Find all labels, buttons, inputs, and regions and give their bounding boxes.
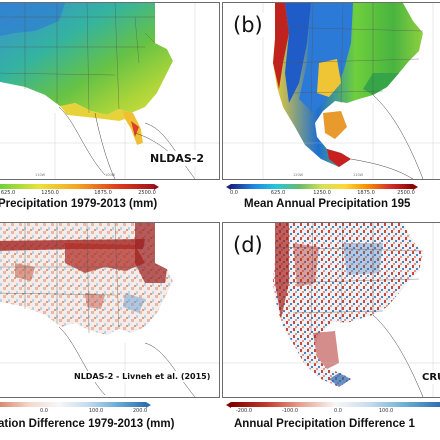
difference-map-c — [0, 223, 219, 397]
colorbar-c-tick: 200.0 — [132, 408, 148, 414]
colorbar-b-tick: 0.0 — [230, 190, 238, 196]
colorbar-d-tick: 100.0 — [378, 408, 394, 414]
colorbar-b-tick: 1875.0 — [357, 190, 375, 196]
caption-b: Mean Annual Precipitation 195 — [244, 198, 411, 210]
map-panel-b: (b) 120W 110W — [222, 2, 440, 180]
colorbar-a-tick: 1250.0 — [41, 190, 59, 196]
colorbar-d: -200.0 -100.0 0.0 100.0 — [226, 398, 440, 418]
colorbar-d-strip — [231, 402, 440, 407]
colorbar-c-tick: 100.0 — [88, 408, 104, 414]
lon-tick: 110W — [353, 173, 364, 177]
precipitation-map-a — [0, 3, 219, 179]
colorbar-b-arrow-icon — [226, 184, 231, 190]
map-panel-c: NLDAS-2 - Livneh et al. (2015) — [0, 222, 220, 398]
map-panel-d: (d) CRU — [222, 222, 440, 398]
colorbar-a-tick: 1875.0 — [94, 190, 112, 196]
colorbar-a-tick: 625.0 — [0, 190, 16, 196]
colorbar-a-tick: 2500.0 — [138, 190, 156, 196]
caption-a: Precipitation 1979-2013 (mm) — [0, 198, 158, 210]
caption-d: Annual Precipitation Difference 1 — [234, 418, 415, 430]
map-panel-a: NLDAS-2 110W 100W — [0, 2, 220, 180]
colorbar-b-tick: 2500.0 — [397, 190, 415, 196]
colorbar-c: 0.0 100.0 200.0 — [0, 398, 218, 418]
colorbar-d-tick: -100.0 — [281, 408, 299, 414]
colorbar-a-strip — [0, 184, 154, 189]
lon-tick: 120W — [293, 173, 304, 177]
colorbar-c-arrow-icon — [146, 402, 151, 408]
caption-c: ation Difference 1979-2013 (mm) — [0, 418, 175, 430]
colorbar-c-tick: 0.0 — [40, 408, 48, 414]
colorbar-d-arrow-icon — [226, 402, 231, 408]
colorbar-d-tick: -200.0 — [235, 408, 253, 414]
panel-d-label: CRU — [419, 371, 440, 384]
colorbar-b-strip — [231, 184, 413, 189]
colorbar-b-tick: 625.0 — [270, 190, 286, 196]
panel-c-label: NLDAS-2 - Livneh et al. (2015) — [71, 371, 214, 382]
lon-tick: 110W — [35, 173, 46, 177]
colorbar-c-strip — [0, 402, 146, 407]
panel-d-letter: (d) — [229, 233, 267, 257]
lon-tick: 100W — [105, 173, 116, 177]
colorbar-a: 625.0 1250.0 1875.0 2500.0 — [0, 180, 218, 200]
panel-b-letter: (b) — [229, 13, 267, 37]
colorbar-a-arrow-icon — [154, 184, 159, 190]
colorbar-b: 0.0 625.0 1250.0 1875.0 2500.0 — [226, 180, 440, 200]
panel-a-label: NLDAS-2 — [147, 151, 208, 166]
colorbar-b-tick: 1250.0 — [313, 190, 331, 196]
colorbar-d-tick: 0.0 — [334, 408, 342, 414]
colorbar-b-arrow-icon-right — [413, 184, 418, 190]
